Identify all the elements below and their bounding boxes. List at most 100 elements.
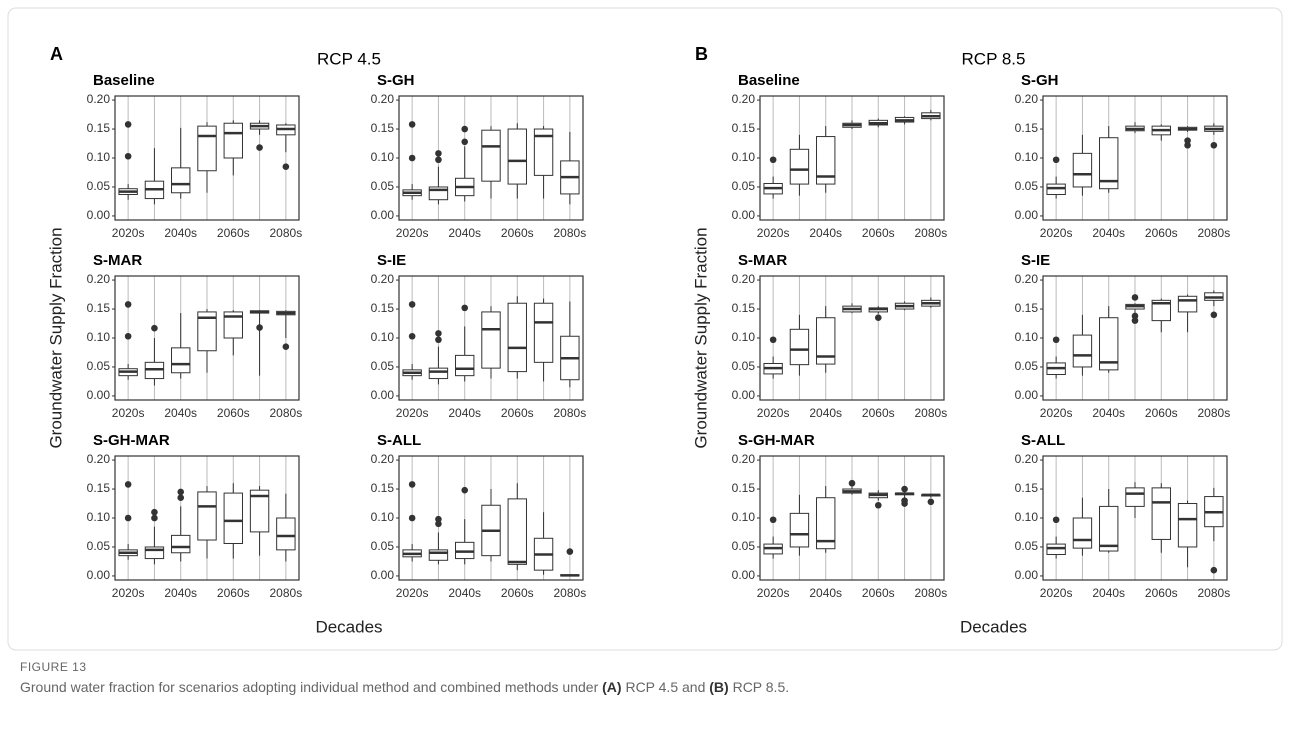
chart-title: S-ALL: [377, 432, 421, 449]
outlier: [1184, 137, 1191, 144]
box: [223, 311, 243, 339]
x-tick-label: 2020s: [757, 226, 790, 240]
outlier: [461, 304, 469, 312]
y-tick-label: 0.05: [1015, 359, 1039, 373]
outlier: [927, 498, 935, 506]
chart-title: Baseline: [93, 72, 155, 89]
y-tick-label: 0.00: [87, 568, 111, 582]
x-tick-label: 2080s: [554, 406, 587, 420]
outlier: [435, 150, 442, 157]
outlier: [151, 324, 158, 332]
outlier: [124, 481, 132, 488]
y-tick-label: 0.05: [87, 179, 111, 193]
x-tick-label: 2040s: [1092, 226, 1125, 240]
y-tick-label: 0.10: [371, 510, 395, 524]
outlier: [124, 152, 132, 160]
y-tick-label: 0.00: [371, 208, 395, 222]
outlier: [1052, 516, 1060, 524]
x-tick-label: 2020s: [396, 226, 429, 240]
x-tick-label: 2040s: [164, 226, 197, 240]
y-tick-label: 0.05: [1015, 179, 1039, 193]
plot-frame: [114, 95, 300, 221]
plot-frame: [114, 275, 300, 401]
outlier: [151, 514, 158, 522]
outlier: [124, 121, 132, 128]
box: [1177, 503, 1198, 548]
x-tick-label: 2020s: [396, 586, 429, 600]
box: [197, 311, 217, 352]
y-tick-label: 0.20: [732, 92, 756, 106]
x-tick-label: 2060s: [1145, 586, 1178, 600]
outlier: [435, 156, 442, 164]
outlier: [769, 156, 777, 164]
outlier: [1210, 566, 1218, 574]
box: [171, 167, 191, 194]
y-tick-label: 0.15: [371, 121, 395, 135]
x-tick-label: 2020s: [112, 406, 145, 420]
x-tick-label: 2080s: [554, 586, 587, 600]
y-tick-label: 0.20: [87, 92, 111, 106]
y-tick-label: 0.15: [1015, 301, 1039, 315]
box: [816, 497, 836, 550]
y-tick-label: 0.05: [371, 359, 395, 373]
x-tick-label: 2020s: [396, 406, 429, 420]
plot-frame: [398, 95, 584, 221]
outlier: [408, 121, 416, 128]
x-tick-label: 2020s: [1040, 226, 1073, 240]
box: [1099, 317, 1119, 371]
outlier: [874, 501, 882, 509]
x-tick-label: 2040s: [809, 226, 842, 240]
y-tick-label: 0.10: [732, 330, 756, 344]
box: [507, 302, 527, 373]
y-tick-label: 0.10: [1015, 510, 1039, 524]
box: [789, 148, 810, 185]
x-axis-label: Decades: [960, 617, 1027, 636]
y-tick-label: 0.00: [1015, 208, 1039, 222]
x-tick-label: 2020s: [757, 406, 790, 420]
figure-label: FIGURE 13: [20, 660, 87, 674]
x-tick-label: 2060s: [862, 406, 895, 420]
plot-frame: [759, 455, 945, 581]
chart-title: S-GH-MAR: [93, 432, 170, 449]
box: [1125, 487, 1145, 507]
x-tick-label: 2080s: [915, 406, 948, 420]
box: [223, 492, 243, 544]
x-tick-label: 2040s: [448, 226, 481, 240]
y-tick-label: 0.00: [87, 388, 111, 402]
x-tick-label: 2080s: [1198, 406, 1231, 420]
caption-text: (B): [709, 679, 728, 695]
x-tick-label: 2080s: [915, 586, 948, 600]
outlier: [1131, 317, 1139, 324]
box: [1072, 517, 1093, 549]
y-tick-label: 0.05: [732, 359, 756, 373]
x-tick-label: 2040s: [448, 586, 481, 600]
box: [789, 328, 810, 366]
box: [1177, 295, 1198, 313]
y-tick-label: 0.20: [87, 452, 111, 466]
y-axis-label: Groundwater Supply Fraction: [691, 227, 710, 448]
outlier: [769, 336, 777, 344]
panel-title: RCP 4.5: [317, 49, 381, 68]
y-tick-label: 0.15: [87, 481, 111, 495]
y-tick-label: 0.15: [87, 121, 111, 135]
outlier: [1210, 311, 1218, 319]
box: [481, 311, 501, 369]
y-tick-label: 0.10: [1015, 330, 1039, 344]
y-tick-label: 0.00: [371, 388, 395, 402]
box: [1099, 505, 1119, 552]
outlier: [1131, 312, 1139, 320]
outlier: [408, 514, 416, 522]
x-tick-label: 2060s: [217, 406, 250, 420]
box: [428, 367, 449, 380]
outlier: [282, 343, 290, 350]
y-tick-label: 0.00: [1015, 388, 1039, 402]
x-tick-label: 2020s: [112, 226, 145, 240]
outlier: [282, 163, 290, 170]
panel-title: RCP 8.5: [962, 49, 1026, 68]
y-tick-label: 0.20: [371, 272, 395, 286]
outlier: [901, 500, 908, 507]
chart-title: Baseline: [738, 72, 800, 89]
y-tick-label: 0.05: [87, 539, 111, 553]
outlier: [461, 486, 469, 494]
